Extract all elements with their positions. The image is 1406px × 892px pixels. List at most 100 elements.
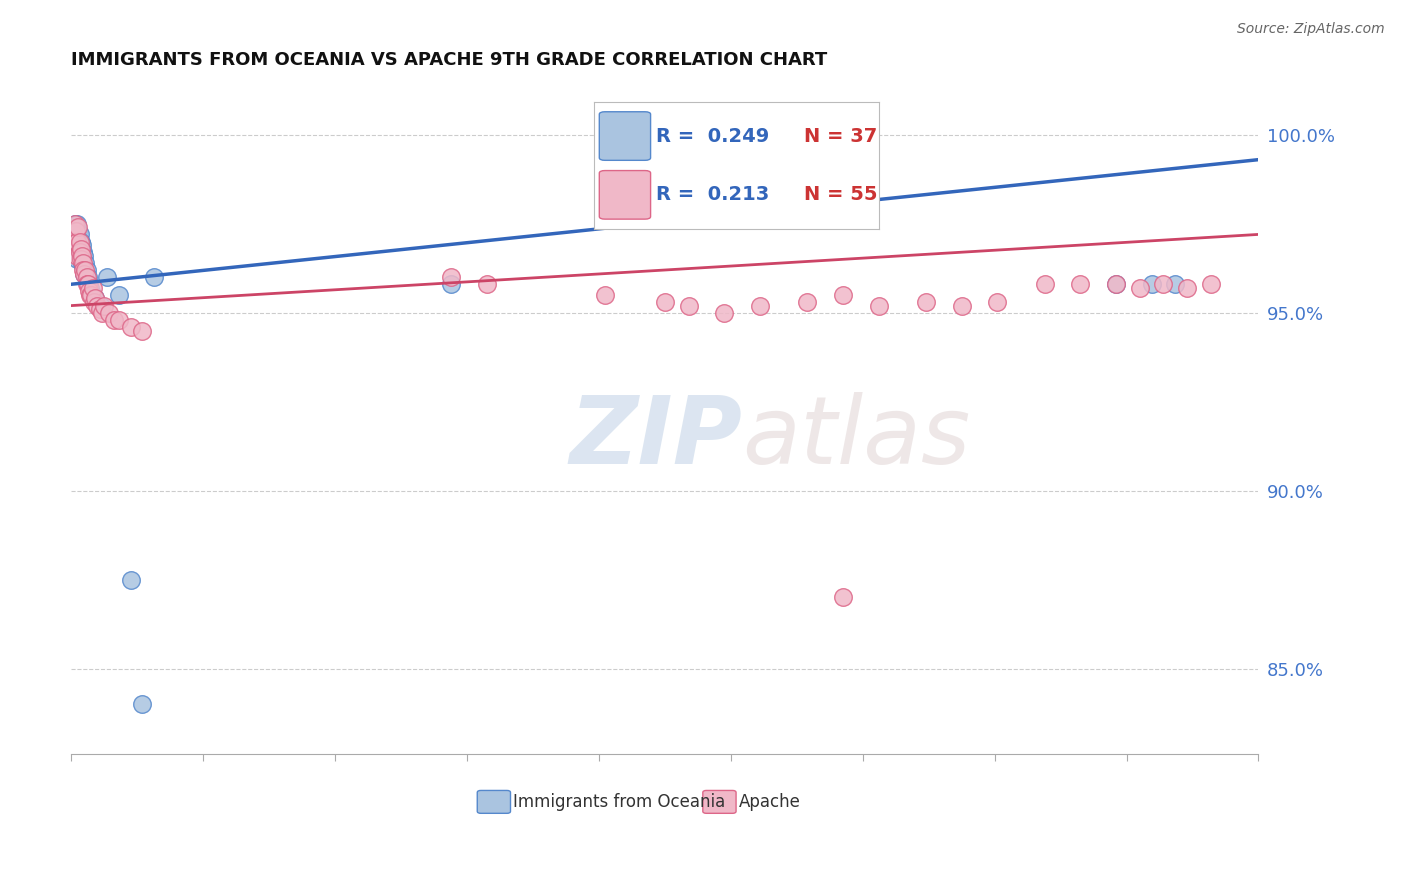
Point [131,698,153,712]
Point [79,288,101,302]
Point [96,270,118,285]
Point [69,242,91,256]
Point [67,238,90,252]
Point [748,299,770,313]
Point [75,256,97,270]
Point [986,295,1008,310]
Point [70,249,93,263]
Text: ZIP: ZIP [569,392,742,484]
Point [77,277,100,292]
Point [89,302,111,317]
Point [69,245,91,260]
Point [73,267,96,281]
Text: atlas: atlas [742,392,970,483]
Point [120,573,142,587]
FancyBboxPatch shape [477,790,510,814]
Point [65,224,87,238]
Point [1105,277,1128,292]
Point [120,320,142,334]
Point [66,252,89,267]
Point [84,292,107,306]
Point [76,270,98,285]
Point [62,227,84,242]
Point [595,288,617,302]
Point [1175,281,1198,295]
Point [65,235,87,249]
Point [143,270,166,285]
Point [69,242,91,256]
Point [103,313,125,327]
Point [1129,281,1152,295]
Point [66,249,89,263]
Point [67,224,90,238]
FancyBboxPatch shape [703,790,737,814]
Point [713,306,735,320]
Point [67,220,90,235]
Point [80,288,103,302]
Point [131,324,153,338]
Point [91,306,114,320]
Point [654,295,676,310]
Point [69,235,91,249]
Point [98,306,121,320]
Point [66,217,89,231]
Point [69,252,91,267]
Point [82,281,104,295]
Point [69,227,91,242]
Text: Apache: Apache [738,793,800,811]
Text: IMMIGRANTS FROM OCEANIA VS APACHE 9TH GRADE CORRELATION CHART: IMMIGRANTS FROM OCEANIA VS APACHE 9TH GR… [72,51,828,69]
Point [475,277,498,292]
Point [72,263,94,277]
Point [69,235,91,249]
Text: Immigrants from Oceania: Immigrants from Oceania [513,793,725,811]
Point [1199,277,1222,292]
Point [63,217,86,231]
Point [75,263,97,277]
Point [79,281,101,295]
Point [63,217,86,231]
Point [1152,277,1174,292]
Point [73,267,96,281]
Text: Source: ZipAtlas.com: Source: ZipAtlas.com [1237,22,1385,37]
Point [1033,277,1056,292]
Point [1140,277,1163,292]
Point [76,277,98,292]
Point [90,299,112,313]
Point [66,235,89,249]
Point [950,299,973,313]
Point [84,292,107,306]
Point [66,235,89,249]
Point [796,295,818,310]
Point [1164,277,1187,292]
Point [70,256,93,270]
Point [1069,277,1091,292]
Point [76,263,98,277]
Point [63,235,86,249]
Point [76,270,98,285]
Point [440,277,463,292]
Point [76,277,98,292]
Point [832,288,855,302]
Point [868,299,890,313]
Point [107,313,129,327]
Point [72,260,94,274]
Point [65,220,87,235]
Point [678,299,700,313]
Point [65,231,87,245]
Point [72,256,94,270]
Point [832,591,855,605]
Point [72,245,94,260]
Point [69,249,91,263]
Point [915,295,938,310]
Point [86,299,108,313]
Point [70,238,93,252]
Point [83,295,105,310]
Point [107,288,129,302]
Point [440,270,463,285]
Point [1105,277,1128,292]
Point [62,227,84,242]
Point [82,288,104,302]
Point [73,249,96,263]
Point [93,299,115,313]
Point [77,285,100,299]
